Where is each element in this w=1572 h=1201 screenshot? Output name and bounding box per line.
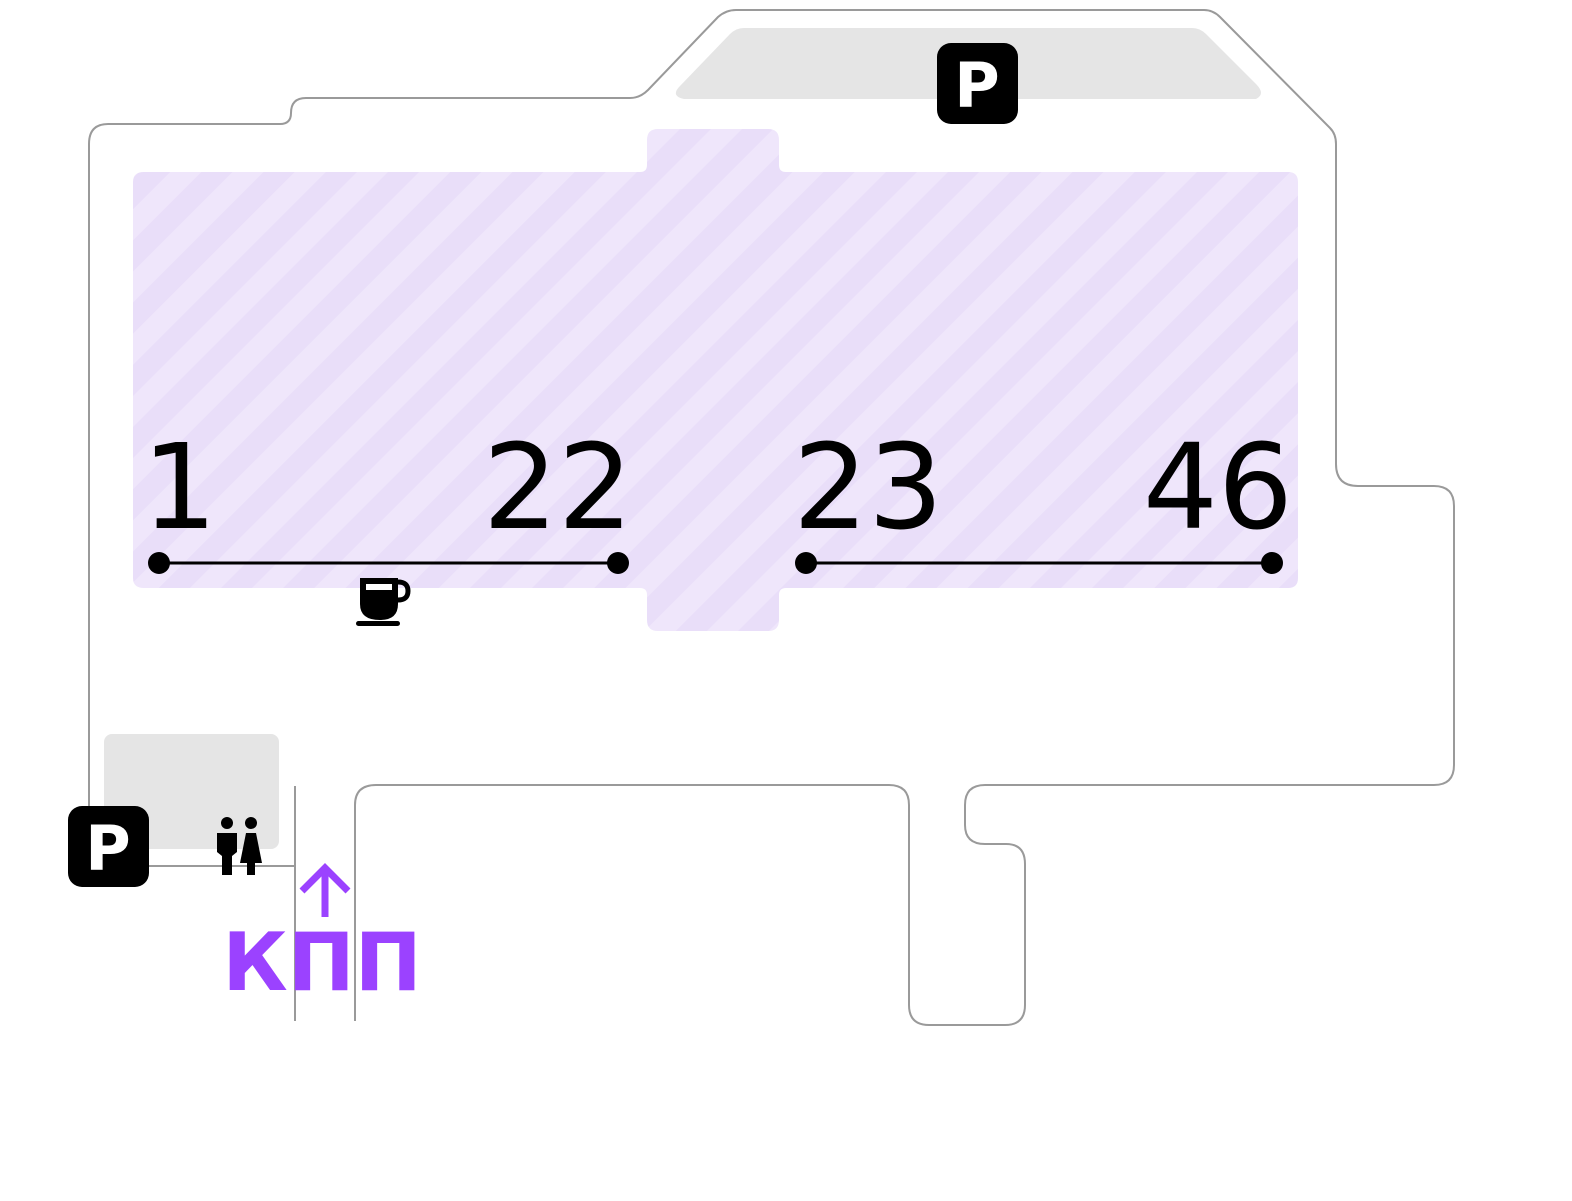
gate-label-end-b: 46 <box>1143 418 1293 556</box>
coffee-cup-icon <box>356 578 411 626</box>
checkpoint-label: КПП <box>222 916 421 1009</box>
building-outline-left <box>88 123 109 806</box>
building-outline <box>108 9 1455 1026</box>
gate-range-endpoint <box>607 552 629 574</box>
gate-label-start-b: 23 <box>793 418 943 556</box>
gate-range-endpoint <box>1261 552 1283 574</box>
gate-label-end-a: 22 <box>483 418 633 556</box>
gate-group-a: 1 22 <box>142 418 633 574</box>
gate-range-endpoint <box>148 552 170 574</box>
arrow-up-icon <box>299 863 351 917</box>
gate-group-b: 23 46 <box>793 418 1293 574</box>
parking-icon: P <box>68 806 149 887</box>
gate-zone <box>133 129 1298 631</box>
checkpoint: КПП <box>222 863 422 1009</box>
parking-label-top: P <box>954 49 999 122</box>
parking-icon: P <box>937 43 1018 124</box>
parking-label-bottom-left: P <box>85 812 130 885</box>
restroom-icon <box>217 817 262 875</box>
gate-label-start-a: 1 <box>142 418 217 556</box>
gate-range-endpoint <box>795 552 817 574</box>
